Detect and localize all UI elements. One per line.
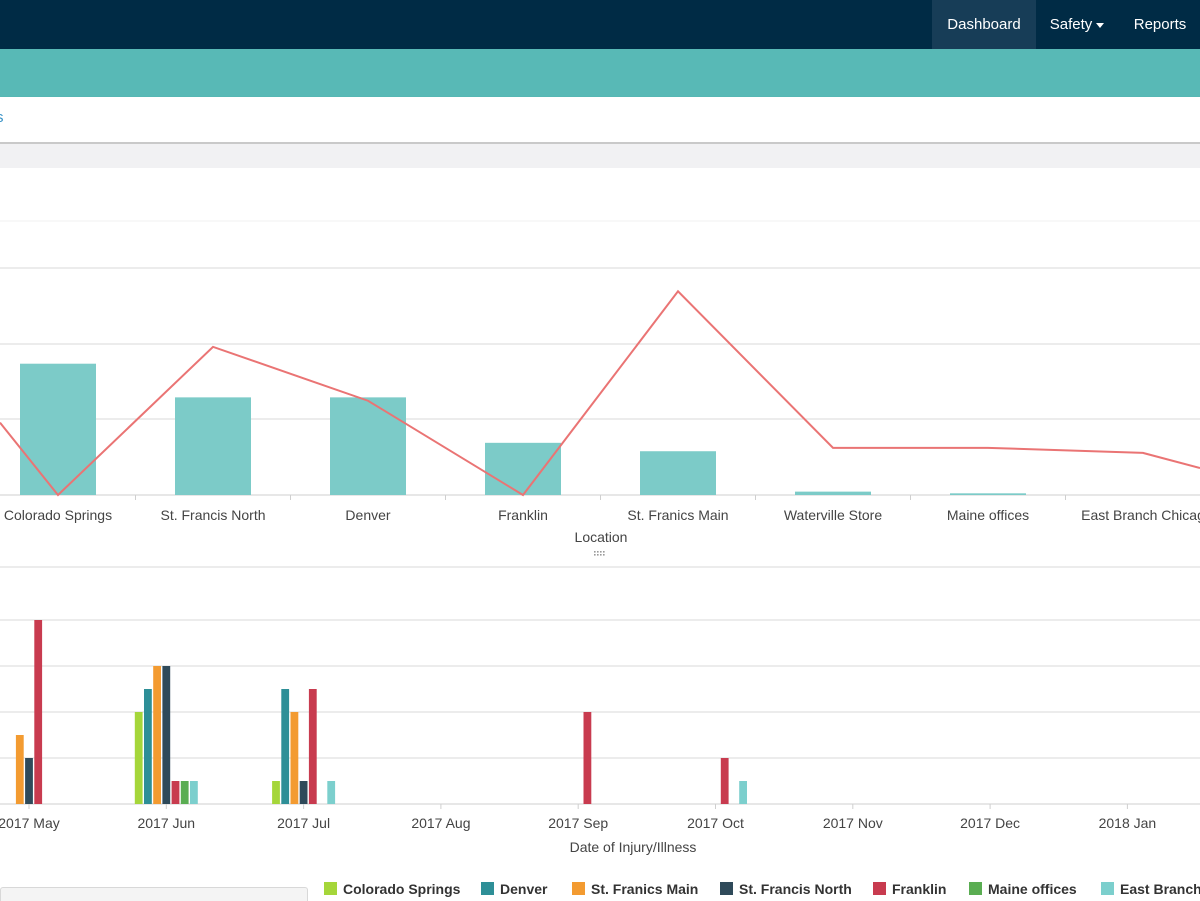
nav-reports[interactable]: Reports <box>1133 16 1187 33</box>
nav-safety-label: Safety <box>1049 16 1093 33</box>
bar-denver-2017-jun <box>144 689 152 804</box>
resize-grip <box>594 554 596 556</box>
bar-franklin-2017-sep <box>583 712 592 804</box>
x-tick-label-maine-offices: Maine offices <box>947 507 1029 523</box>
bar-st-francis-north <box>175 397 251 495</box>
bar-st-francis-north-2017-jul <box>299 781 308 804</box>
line-series <box>0 289 1200 497</box>
nav-safety-dropdown[interactable]: Safety <box>1036 0 1118 49</box>
resize-grip <box>603 554 605 556</box>
x-tick-label-2018-jan: 2018 Jan <box>1099 815 1157 831</box>
legend-swatch <box>969 882 982 895</box>
x-tick-label-st-franics-main: St. Franics Main <box>627 507 728 523</box>
bar-denver-2017-jul <box>281 689 290 804</box>
bar-st-francis-north-2017-may <box>25 758 33 804</box>
legend-item-east-branch[interactable]: East Branch <box>1101 881 1200 897</box>
nav-dashboard[interactable]: Dashboard <box>932 0 1036 49</box>
x-tick-label-2017-jun: 2017 Jun <box>137 815 195 831</box>
bar-denver <box>330 397 406 495</box>
bar-franklin-2017-jul <box>308 689 317 804</box>
resize-grip <box>597 551 599 553</box>
bar-st-franics-main <box>640 451 716 495</box>
legend-item-franklin[interactable]: Franklin <box>873 881 946 897</box>
legend-label: Colorado Springs <box>343 881 461 897</box>
bar-franklin-2017-jun <box>171 781 180 804</box>
bar-east-branch-2017-jun <box>190 781 198 804</box>
location-chart: Colorado Springs St. Francis North Denver F… <box>0 220 1200 568</box>
x-axis-title: Date of Injury/Illness <box>570 839 697 855</box>
legend-label: Franklin <box>892 881 947 897</box>
legend-item-st-francis-north[interactable]: St. Francis North <box>720 881 852 897</box>
resize-grip <box>600 554 602 556</box>
bar-st-franics-main-2017-may <box>15 735 24 804</box>
x-tick-label-2017-aug: 2017 Aug <box>411 815 470 831</box>
bar-st-franics-main-2017-jul <box>290 712 299 804</box>
legend-label: East Branch <box>1120 881 1200 897</box>
caret-down-icon <box>1096 22 1105 28</box>
legend-item-st-franics-main[interactable]: St. Franics Main <box>572 881 698 897</box>
x-tick-label-colorado-springs: Colorado Springs <box>4 507 112 523</box>
page-header-band <box>0 49 1200 97</box>
legend-swatch <box>720 882 733 895</box>
bar-east-branch-2017-jul <box>327 781 336 804</box>
bar-east-branch-2017-oct <box>739 781 747 804</box>
x-tick-label-denver: Denver <box>345 507 390 523</box>
bar-colorado-springs <box>20 363 96 495</box>
x-tick-label-2017-nov: 2017 Nov <box>823 815 883 831</box>
resize-grip <box>597 554 599 556</box>
resize-grip <box>600 551 602 553</box>
legend-swatch <box>324 882 337 895</box>
bar-maine-offices-2017-jun <box>180 781 189 804</box>
x-tick-label-2017-may: 2017 May <box>0 815 60 831</box>
bar-franklin-2017-oct <box>720 758 729 804</box>
x-tick-label-waterville-store: Waterville Store <box>784 507 883 523</box>
breadcrumb: s <box>0 97 1200 144</box>
x-tick-label-franklin: Franklin <box>498 507 548 523</box>
x-tick-label-st-francis-north: St. Francis North <box>160 507 265 523</box>
bar-maine-offices <box>950 493 1026 495</box>
legend-swatch <box>572 882 585 895</box>
bar-st-franics-main-2017-jun <box>153 666 161 804</box>
breadcrumb-link[interactable]: s <box>0 109 4 126</box>
legend-label: Maine offices <box>988 881 1077 897</box>
x-tick-label-2017-dec: 2017 Dec <box>960 815 1020 831</box>
bar-franklin-2017-may <box>34 620 43 804</box>
bar-st-francis-north-2017-jun <box>162 666 171 804</box>
legend-item-denver[interactable]: Denver <box>481 881 547 897</box>
legend-swatch <box>873 882 886 895</box>
bar-colorado-springs-2017-jun <box>134 712 143 804</box>
x-axis-title: Location <box>575 529 628 545</box>
x-tick-label-2017-oct: 2017 Oct <box>687 815 744 831</box>
section-divider <box>0 144 1200 168</box>
x-tick-label-east-branch-chicag: East Branch Chicag <box>1081 507 1200 523</box>
legend-label: St. Franics Main <box>591 881 699 897</box>
legend-scroll-tab[interactable] <box>0 887 308 901</box>
legend-swatch <box>1101 882 1114 895</box>
chart-legend: Colorado Springs Denver St. Franics Main St… <box>0 876 1200 900</box>
bar-colorado-springs-2017-jul <box>272 781 280 804</box>
legend-item-colorado-springs[interactable]: Colorado Springs <box>324 881 460 897</box>
resize-grip <box>603 551 605 553</box>
bar-waterville-store <box>795 491 871 495</box>
date-chart: 2017 May 2017 Jun 2017 Jul 2017 Aug 2017 Sep… <box>0 619 1200 855</box>
legend-item-maine-offices[interactable]: Maine offices <box>969 881 1077 897</box>
dashboard-panel <box>0 168 1200 900</box>
bar-franklin <box>485 442 561 495</box>
x-tick-label-2017-sep: 2017 Sep <box>548 815 608 831</box>
top-navbar: Dashboard Safety Reports <box>0 0 1200 49</box>
legend-label: St. Francis North <box>739 881 852 897</box>
x-tick-label-2017-jul: 2017 Jul <box>277 815 330 831</box>
legend-swatch <box>481 882 494 895</box>
resize-grip <box>594 551 596 553</box>
legend-label: Denver <box>500 881 548 897</box>
